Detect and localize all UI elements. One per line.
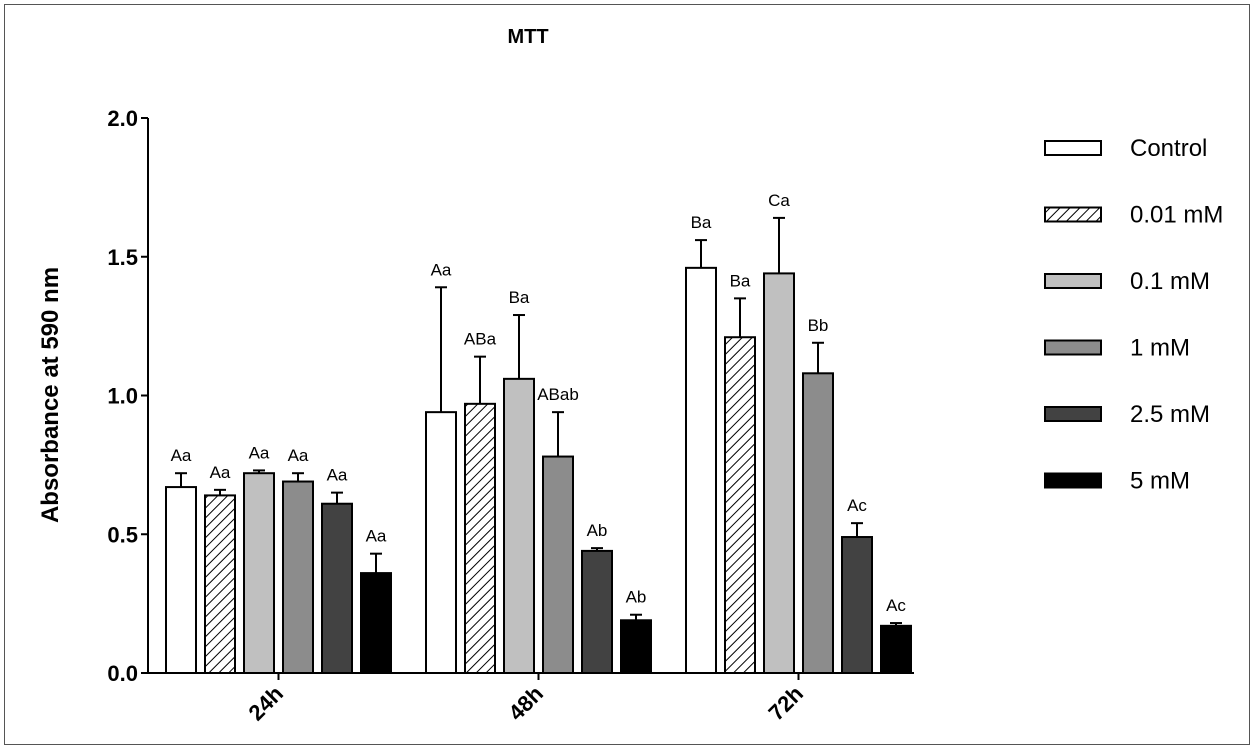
significance-label: ABab	[537, 385, 579, 404]
significance-label: Ca	[768, 191, 790, 210]
figure-frame	[4, 4, 1250, 745]
significance-label: Ab	[626, 588, 647, 607]
bar	[880, 624, 912, 675]
bars: Aa Aa Ba Aa ABa Ba Aa Ba Ca Aa ABab Bb Aa Ab Ac Aa Ab Ac	[165, 191, 912, 675]
y-tick-label: 1.5	[107, 245, 138, 270]
bar	[724, 336, 756, 674]
bar	[464, 402, 496, 674]
significance-label: Aa	[327, 466, 348, 485]
y-tick-label: 2.0	[107, 106, 138, 131]
bar	[360, 572, 392, 674]
bar	[802, 372, 834, 674]
bar	[503, 377, 535, 674]
significance-label: Aa	[249, 443, 270, 462]
bar	[282, 480, 314, 674]
x-tick-label: 48h	[504, 681, 548, 725]
significance-label: Aa	[171, 446, 192, 465]
legend-swatch	[1044, 206, 1102, 223]
x-tick-label: 24h	[244, 681, 288, 725]
y-tick-label: 0.0	[107, 661, 138, 686]
significance-label: Bb	[808, 316, 829, 335]
significance-label: Ba	[509, 288, 530, 307]
legend-swatch	[1044, 273, 1102, 289]
significance-label: Aa	[431, 260, 452, 279]
legend-label: 5 mM	[1130, 468, 1190, 495]
legend-label: 0.01 mM	[1130, 202, 1223, 229]
bar	[620, 619, 652, 675]
significance-label: Ba	[730, 271, 751, 290]
legend: Control 0.01 mM 0.1 mM 1 mM 2.5 mM 5 mM	[1044, 135, 1223, 495]
bar	[581, 549, 613, 675]
x-tick-label: 72h	[764, 681, 808, 725]
bar	[243, 472, 275, 675]
legend-label: 2.5 mM	[1130, 401, 1210, 428]
legend-swatch	[1044, 472, 1102, 489]
legend-swatch	[1044, 406, 1102, 422]
significance-label: Ba	[691, 213, 712, 232]
y-tick-label: 1.0	[107, 384, 138, 409]
significance-label: ABa	[464, 330, 497, 349]
significance-label: Ac	[886, 596, 906, 615]
significance-label: Ab	[587, 521, 608, 540]
bar	[841, 536, 873, 675]
chart-title: MTT	[507, 26, 548, 48]
bar	[542, 455, 574, 674]
significance-label: Aa	[210, 463, 231, 482]
bar	[685, 266, 717, 674]
bar	[165, 486, 197, 675]
y-tick-label: 0.5	[107, 522, 138, 547]
legend-swatch	[1044, 339, 1102, 356]
bar	[204, 494, 236, 674]
legend-label: 1 mM	[1130, 335, 1190, 362]
significance-label: Aa	[288, 446, 309, 465]
legend-label: 0.1 mM	[1130, 268, 1210, 295]
significance-label: Aa	[366, 527, 387, 546]
bar	[321, 502, 353, 674]
legend-label: Control	[1130, 135, 1207, 162]
significance-label: Ac	[847, 496, 867, 515]
bar	[763, 272, 795, 674]
y-axis-label: Absorbance at 590 nm	[37, 267, 64, 523]
legend-swatch	[1044, 140, 1102, 156]
bar	[425, 411, 457, 674]
